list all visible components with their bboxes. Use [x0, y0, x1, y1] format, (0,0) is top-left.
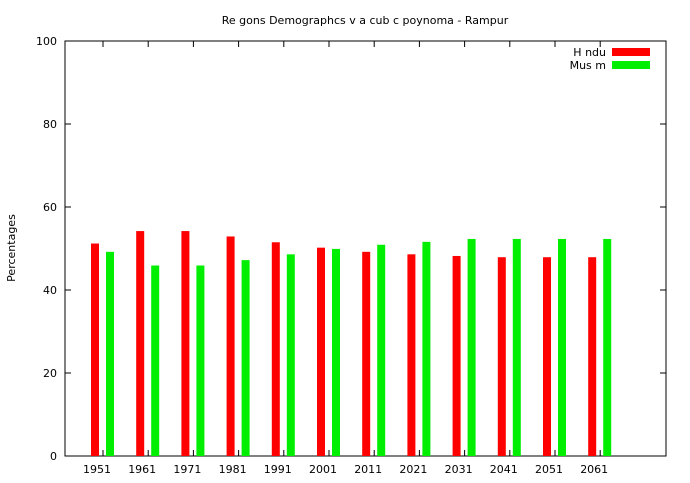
bar-muslim — [286, 254, 295, 456]
bar-muslim — [467, 238, 476, 456]
y-tick-label: 0 — [50, 450, 57, 463]
bar-hindu — [181, 231, 190, 456]
bar-muslim — [151, 265, 160, 456]
plot-area: 0 20 40 60 80 100 1951 1961 1971 1981 1991 2001 2011… — [36, 35, 667, 476]
x-tick-label: 2051 — [535, 463, 563, 476]
bar-muslim — [241, 260, 250, 456]
bar-muslim — [422, 241, 431, 456]
y-tick-label: 80 — [43, 118, 57, 131]
y-tick-label: 20 — [43, 367, 57, 380]
bar-hindu — [91, 243, 99, 456]
bar-hindu — [543, 257, 551, 456]
bar-hindu — [271, 242, 280, 456]
bar-hindu — [362, 251, 371, 456]
bar-muslim — [603, 238, 612, 456]
bar-hindu — [452, 255, 461, 456]
bar-hindu — [136, 231, 145, 456]
x-tick-label: 2001 — [309, 463, 337, 476]
bar-muslim — [106, 251, 114, 456]
bar-hindu — [497, 257, 506, 456]
legend-label: H ndu — [573, 46, 606, 59]
y-axis-label: Percentages — [5, 214, 18, 282]
x-tick-label: 1981 — [219, 463, 247, 476]
bar-muslim — [377, 244, 386, 456]
x-tick-label: 2031 — [445, 463, 473, 476]
x-tick-label: 2041 — [490, 463, 518, 476]
bar-muslim — [558, 238, 566, 456]
bar-muslim — [196, 265, 205, 456]
x-tick-label: 2061 — [580, 463, 608, 476]
bar-muslim — [512, 238, 521, 456]
x-tick-label: 1971 — [173, 463, 201, 476]
y-tick-label: 60 — [43, 201, 57, 214]
x-tick-label: 1991 — [264, 463, 292, 476]
legend-label: Mus m — [570, 59, 606, 72]
bar-hindu — [226, 236, 235, 456]
y-tick-label: 100 — [36, 35, 57, 48]
legend-swatch — [612, 61, 650, 69]
bar-hindu — [407, 254, 416, 456]
x-tick-label: 2021 — [399, 463, 427, 476]
bar-hindu — [588, 257, 597, 456]
legend-swatch — [612, 48, 650, 56]
bar-muslim — [332, 248, 340, 456]
x-tick-label: 2011 — [354, 463, 382, 476]
bar-hindu — [317, 247, 325, 456]
chart-title: Re gons Demographcs v a cub c poynoma - … — [222, 14, 509, 27]
x-tick-label: 1951 — [83, 463, 111, 476]
x-tick-label: 1961 — [128, 463, 156, 476]
y-tick-label: 40 — [43, 284, 57, 297]
